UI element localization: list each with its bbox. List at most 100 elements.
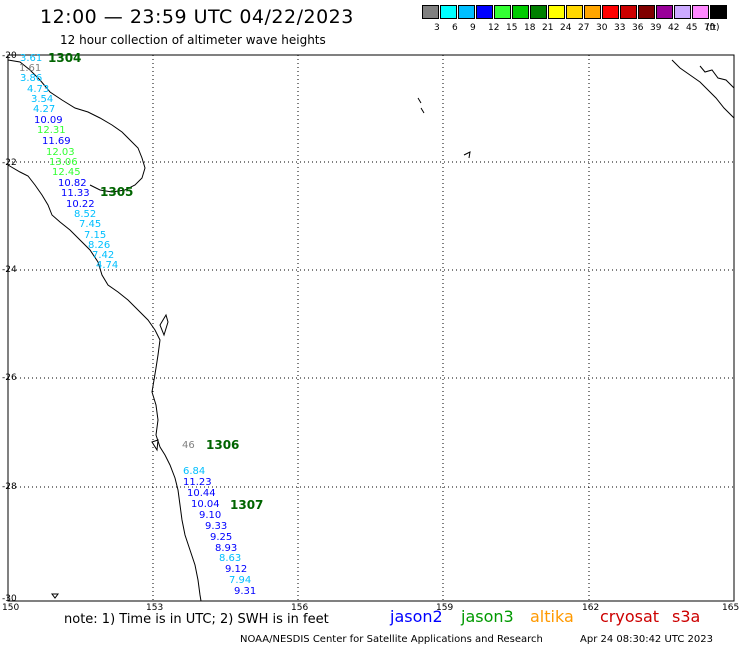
legend-unit: (ft) — [706, 23, 720, 33]
legend-swatch — [620, 5, 637, 19]
legend-swatch — [458, 5, 475, 19]
wave-height-value: 3.61 — [20, 53, 43, 64]
legend-swatch — [422, 5, 439, 19]
lon-label: 162 — [582, 603, 600, 613]
legend-swatch — [656, 5, 673, 19]
legend-label: 70 — [704, 23, 716, 33]
lat-label: -20 — [2, 51, 17, 61]
wave-height-value: 10.09 — [34, 115, 63, 126]
pass-label-1307: 1307 — [230, 498, 264, 512]
legend-label: 12 — [488, 23, 500, 33]
legend-swatch — [440, 5, 457, 19]
wave-height-value: 3.86 — [20, 73, 43, 84]
lon-label: 159 — [436, 603, 454, 613]
wave-height-value: 9.31 — [234, 586, 257, 597]
pass-label-1306: 1306 — [206, 438, 240, 452]
wave-height-value: 1.61 — [19, 63, 42, 74]
satellite-altika: altika — [530, 607, 574, 626]
wave-height-value: 10.04 — [191, 499, 220, 510]
legend-swatch — [710, 5, 727, 19]
wave-height-value: 3.54 — [31, 94, 54, 105]
legend-label: 9 — [470, 23, 476, 33]
island — [51, 593, 59, 599]
legend-swatch — [566, 5, 583, 19]
legend-label: 15 — [506, 23, 518, 33]
legend-label: 45 — [686, 23, 698, 33]
wave-height-value: 4.74 — [96, 260, 119, 271]
lat-label: -30 — [2, 594, 17, 604]
wave-height-value: 10.22 — [66, 199, 95, 210]
legend-swatch — [512, 5, 529, 19]
legend-swatch — [674, 5, 691, 19]
wave-height-value: 46 — [182, 440, 195, 451]
footer-credit: NOAA/NESDIS Center for Satellite Applica… — [240, 634, 543, 645]
lat-label: -22 — [2, 158, 17, 168]
satellite-jason2: jason2 — [390, 607, 443, 626]
wave-height-value: 7.42 — [92, 250, 115, 261]
wave-height-value: 11.33 — [61, 188, 90, 199]
legend-label: 21 — [542, 23, 554, 33]
coastline-detail — [151, 313, 169, 452]
legend-swatch — [494, 5, 511, 19]
wave-height-value: 8.93 — [215, 543, 238, 554]
satellite-cryosat: cryosat — [600, 607, 660, 626]
pass-label-1304: 1304 — [48, 51, 82, 65]
legend-label: 3 — [434, 23, 440, 33]
wave-height-value: 13.06 — [49, 157, 78, 168]
legend-label: 36 — [632, 23, 644, 33]
wave-height-value: 12.03 — [46, 147, 75, 158]
wave-height-value: 12.45 — [52, 167, 81, 178]
wave-height-value: 10.44 — [187, 488, 216, 499]
legend-label: 24 — [560, 23, 572, 33]
wave-height-value: 4.27 — [33, 104, 56, 115]
legend-label: 42 — [668, 23, 680, 33]
wave-height-value: 7.15 — [84, 230, 107, 241]
legend-swatch — [548, 5, 565, 19]
legend-swatch — [584, 5, 601, 19]
wave-height-value: 9.10 — [199, 510, 222, 521]
legend-swatch — [692, 5, 709, 19]
map-frame — [7, 54, 735, 602]
australia-coastline — [7, 164, 202, 602]
wave-height-value: 6.84 — [183, 466, 206, 477]
wave-height-value: 9.33 — [205, 521, 228, 532]
wave-height-value: 9.25 — [210, 532, 233, 543]
legend-swatch — [530, 5, 547, 19]
legend-label: 33 — [614, 23, 626, 33]
wave-height-value: 12.31 — [37, 125, 66, 136]
lon-label: 156 — [291, 603, 309, 613]
lat-label: -24 — [2, 265, 17, 275]
northern-coastline — [7, 59, 146, 193]
wave-height-value: 7.94 — [229, 575, 252, 586]
legend-label: 6 — [452, 23, 458, 33]
wave-height-value: 4.73 — [27, 84, 50, 95]
wave-height-value: 8.63 — [219, 553, 242, 564]
legend-label: 30 — [596, 23, 608, 33]
legend-swatch — [602, 5, 619, 19]
new-caledonia-coastline — [671, 59, 735, 119]
legend-swatch — [638, 5, 655, 19]
lat-label: -26 — [2, 373, 17, 383]
wave-height-value: 9.12 — [225, 564, 248, 575]
wave-height-value: 11.23 — [183, 477, 212, 488]
legend-label: 39 — [650, 23, 662, 33]
grid-lines — [8, 55, 734, 601]
footer-timestamp: Apr 24 08:30:42 UTC 2023 — [580, 634, 713, 645]
lon-label: 165 — [722, 603, 740, 613]
wave-height-value: 10.82 — [58, 178, 87, 189]
satellite-s3a: s3a — [672, 607, 701, 626]
lon-label: 150 — [2, 603, 20, 613]
map-title: 12:00 — 23:59 UTC 04/22/2023 — [40, 6, 354, 28]
wave-height-value: 8.52 — [74, 209, 97, 220]
wave-height-value: 8.26 — [88, 240, 111, 251]
lat-label: -28 — [2, 482, 17, 492]
legend-label: 18 — [524, 23, 536, 33]
island — [417, 97, 471, 159]
map-subtitle: 12 hour collection of altimeter wave hei… — [60, 33, 326, 47]
lon-label: 153 — [146, 603, 164, 613]
satellite-jason3: jason3 — [461, 607, 514, 626]
wave-height-value: 11.69 — [42, 136, 71, 147]
legend-label: 27 — [578, 23, 590, 33]
pass-label-1305: 1305 — [100, 185, 134, 199]
